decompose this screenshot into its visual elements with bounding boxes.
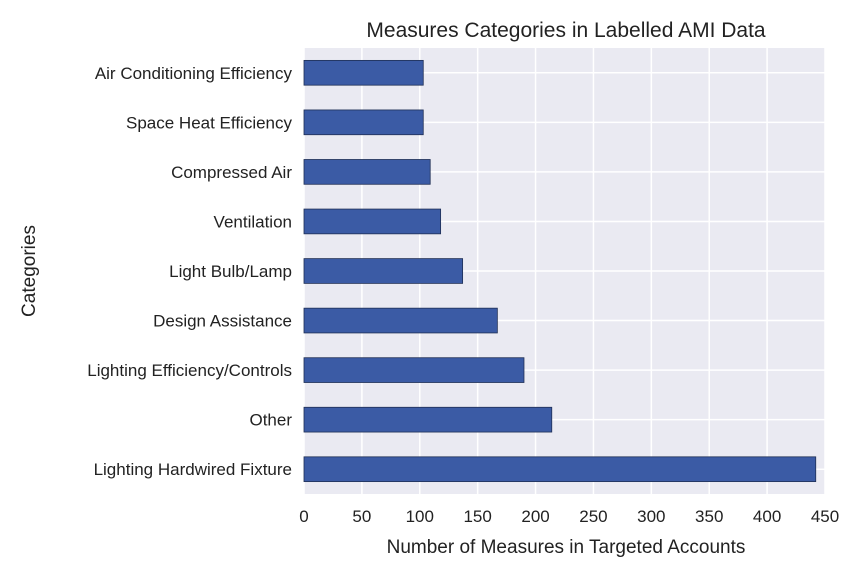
chart-title: Measures Categories in Labelled AMI Data	[366, 19, 766, 42]
category-label: Compressed Air	[171, 163, 292, 182]
x-tick-label: 450	[811, 507, 839, 526]
bar	[303, 456, 817, 483]
y-axis-label: Categories	[19, 225, 40, 317]
x-tick-label: 100	[406, 507, 434, 526]
x-tick-label: 0	[299, 507, 308, 526]
x-tick-label: 350	[695, 507, 723, 526]
category-label: Light Bulb/Lamp	[169, 262, 292, 281]
bar	[303, 307, 498, 334]
category-label: Lighting Hardwired Fixture	[94, 460, 292, 479]
bar	[303, 357, 525, 383]
x-axis-label: Number of Measures in Targeted Accounts	[387, 537, 746, 558]
bar	[303, 208, 442, 235]
x-tick-label: 400	[753, 507, 781, 526]
bar	[303, 59, 424, 86]
x-tick-label: 150	[463, 507, 491, 526]
bars	[303, 59, 817, 483]
category-label: Ventilation	[214, 212, 292, 231]
category-label: Space Heat Efficiency	[126, 113, 292, 132]
category-label: Lighting Efficiency/Controls	[87, 361, 292, 380]
x-tick-label: 50	[352, 507, 371, 526]
x-tick-labels: 0 50 100 150 200 250 300 350 400 450	[299, 507, 839, 526]
category-label: Design Assistance	[153, 312, 292, 331]
x-tick-label: 200	[521, 507, 549, 526]
bar	[303, 109, 424, 136]
bar	[303, 406, 553, 433]
x-tick-label: 250	[579, 507, 607, 526]
category-labels: Air Conditioning Efficiency Space Heat Ef…	[87, 64, 292, 479]
category-label: Air Conditioning Efficiency	[95, 64, 293, 83]
x-tick-label: 300	[637, 507, 665, 526]
bar	[303, 159, 431, 185]
category-label: Other	[249, 411, 292, 430]
bar	[303, 258, 464, 284]
